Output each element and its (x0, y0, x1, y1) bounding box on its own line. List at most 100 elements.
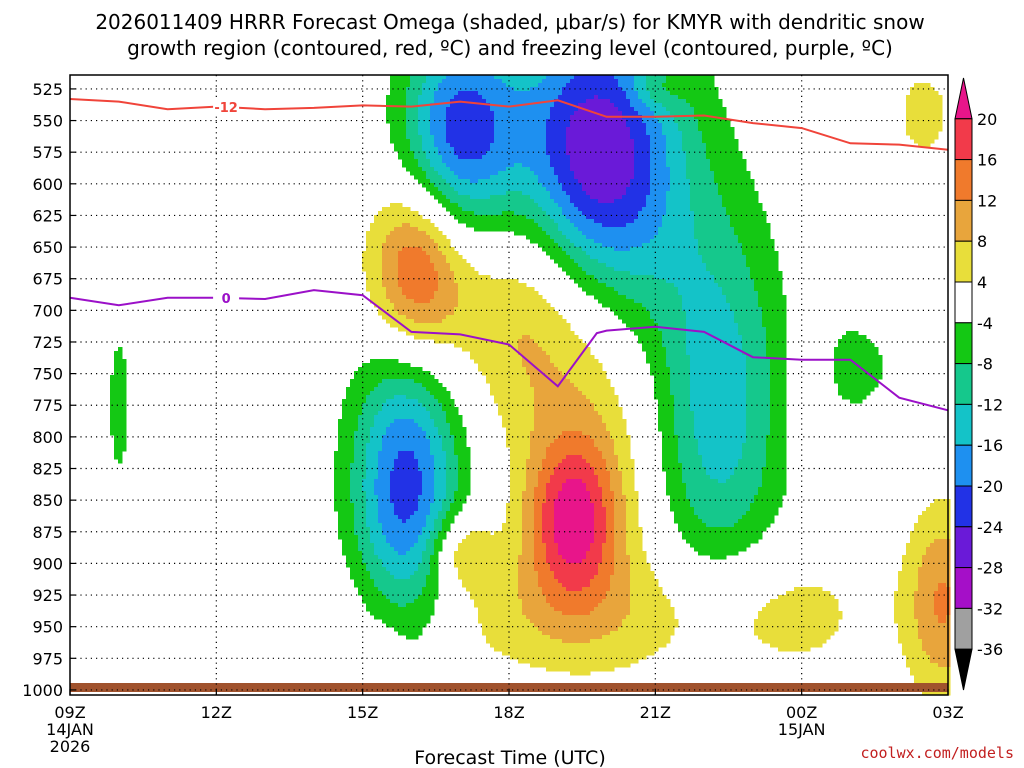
omega-cell-39 (546, 75, 551, 80)
omega-cell-384 (586, 91, 591, 96)
omega-cell-3234 (698, 219, 703, 224)
omega-cell-1133 (606, 123, 611, 128)
omega-cell-4590 (754, 283, 759, 288)
omega-cell-974 (722, 115, 727, 120)
omega-cell-4669 (702, 287, 707, 292)
omega-cell-1623 (698, 143, 703, 148)
omega-cell-917 (494, 115, 499, 120)
omega-cell-1714 (706, 147, 711, 152)
omega-cell-1302 (526, 131, 531, 136)
omega-cell-493 (662, 95, 667, 100)
omega-cell-601 (910, 99, 915, 104)
omega-cell-1602 (614, 143, 619, 148)
omega-cell-1156 (698, 123, 703, 128)
omega-cell-2331 (462, 179, 467, 184)
omega-cell-1018 (522, 119, 527, 124)
omega-cell-4919 (614, 299, 619, 304)
omega-cell-2298 (662, 175, 667, 180)
omega-cell-3438 (382, 231, 387, 236)
omega-cell-2316 (734, 175, 739, 180)
omega-cell-626 (454, 103, 459, 108)
omega-cell-3050 (686, 211, 691, 216)
omega-cell-850 (602, 111, 607, 116)
omega-cell-1822 (454, 155, 459, 160)
omega-cell-1710 (690, 147, 695, 152)
omega-cell-2512 (526, 187, 531, 192)
omega-cell-4509 (378, 283, 383, 288)
omega-cell-3802 (622, 247, 627, 252)
omega-cell-1184 (434, 127, 439, 132)
omega-cell-877 (710, 111, 715, 116)
omega-cell-4817 (518, 295, 523, 300)
omega-cell-4147 (694, 263, 699, 268)
omega-cell-1603 (618, 143, 623, 148)
omega-cell-3604 (390, 239, 395, 244)
omega-cell-2544 (654, 187, 659, 192)
omega-cell-1039 (606, 119, 611, 124)
omega-cell-1304 (534, 131, 539, 136)
omega-cell-4986 (470, 303, 475, 308)
omega-cell-2379 (654, 179, 659, 184)
omega-cell-1256 (722, 127, 727, 132)
omega-cell-2790 (670, 199, 675, 204)
omega-cell-3764 (382, 247, 387, 252)
omega-cell-2253 (482, 175, 487, 180)
omega-cell-2618 (626, 191, 631, 196)
omega-cell-2673 (522, 195, 527, 200)
omega-cell-3588 (730, 235, 735, 240)
omega-cell-1069 (726, 119, 731, 124)
omega-cell-2553 (690, 187, 695, 192)
omega-cell-3925 (374, 255, 379, 260)
omega-cell-1527 (678, 139, 683, 144)
omega-cell-730 (498, 107, 503, 112)
omega-cell-2171 (490, 171, 495, 176)
omega-cell-9 (426, 75, 431, 80)
omega-cell-1468 (442, 139, 447, 144)
omega-cell-1708 (682, 147, 687, 152)
omega-cell-4447 (490, 279, 495, 284)
omega-cell-4095 (398, 263, 403, 268)
omega-cell-3461 (546, 231, 551, 236)
omega-cell-4460 (598, 279, 603, 284)
omega-cell-3913 (742, 251, 747, 256)
omega-cell-512 (926, 95, 931, 100)
omega-cell-3477 (610, 231, 615, 236)
omega-cell-3423 (726, 227, 731, 232)
omega-cell-759 (614, 107, 619, 112)
omega-cell-4882 (414, 299, 419, 304)
omega-cell-1394 (518, 135, 523, 140)
omega-cell-3983 (694, 255, 699, 260)
omega-cell-3244 (738, 219, 743, 224)
omega-cell-280 (522, 87, 527, 92)
omega-cell-4469 (634, 279, 639, 284)
omega-cell-4355 (458, 275, 463, 280)
omega-cell-2134 (678, 167, 683, 172)
omega-cell-4738 (614, 291, 619, 296)
omega-cell-4171 (374, 267, 379, 272)
omega-cell-3998 (754, 255, 759, 260)
omega-cell-1617 (674, 143, 679, 148)
omega-cell-3558 (610, 235, 615, 240)
omega-cell-1799 (706, 151, 711, 156)
omega-cell-2410 (446, 183, 451, 188)
omega-cell-1249 (694, 127, 699, 132)
omega-cell-814 (458, 111, 463, 116)
omega-cell-1135 (614, 123, 619, 128)
omega-cell-3197 (550, 219, 555, 224)
omega-cell-2809 (746, 199, 751, 204)
omega-cell-2306 (694, 175, 699, 180)
omega-cell-1629 (722, 143, 727, 148)
omega-cell-2204 (622, 171, 627, 176)
omega-cell-1297 (506, 131, 511, 136)
omega-cell-4684 (762, 287, 767, 292)
omega-cell-4834 (638, 295, 643, 300)
omega-cell-1989 (438, 163, 443, 168)
omega-cell-2661 (474, 195, 479, 200)
omega-cell-250 (402, 87, 407, 92)
omega-cell-4485 (698, 279, 703, 284)
omega-cell-3308 (630, 223, 635, 228)
omega-cell-863 (654, 111, 659, 116)
omega-cell-3432 (762, 227, 767, 232)
omega-cell-829 (518, 111, 523, 116)
omega-cell-2236 (414, 175, 419, 180)
